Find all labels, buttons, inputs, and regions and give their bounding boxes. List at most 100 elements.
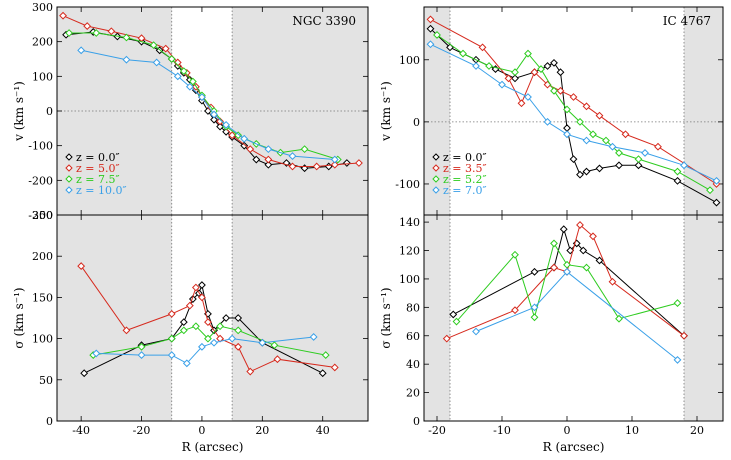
panel-1: -300 -200 -100 0 100 200 300 v (km s⁻¹) NGC 3390… <box>12 1 369 222</box>
data-point <box>556 86 565 95</box>
y-tick-label: -100 <box>395 178 420 191</box>
series-line <box>93 325 326 356</box>
data-point <box>210 115 218 124</box>
y-tick-label: 100 <box>399 54 420 67</box>
data-point <box>563 267 571 276</box>
data-point <box>167 309 176 318</box>
data-point <box>433 31 441 39</box>
data-point <box>179 67 188 76</box>
legend-marker <box>432 186 440 194</box>
legend-label: z = 5.2″ <box>443 173 487 186</box>
data-point <box>550 58 558 67</box>
data-point <box>595 256 604 265</box>
data-point <box>478 43 487 52</box>
data-point <box>524 93 532 101</box>
data-point <box>579 246 588 255</box>
data-point <box>654 142 662 151</box>
x-tick-label: -20 <box>133 424 151 437</box>
series-3 <box>452 239 682 326</box>
x-axis-label: R (arcsec) <box>182 440 244 454</box>
data-point <box>240 141 249 150</box>
data-point <box>530 313 539 322</box>
data-point <box>449 310 458 319</box>
data-point <box>188 77 197 86</box>
data-point <box>615 149 623 157</box>
series-line <box>456 242 678 322</box>
data-point <box>228 131 237 140</box>
data-point <box>576 117 584 126</box>
legend-marker <box>65 186 73 194</box>
data-point <box>543 62 552 70</box>
series-line <box>475 271 678 361</box>
data-point <box>330 155 339 164</box>
data-point <box>355 159 363 167</box>
data-point <box>185 82 194 91</box>
x-tick-label: -10 <box>493 424 511 437</box>
shaded-region <box>57 215 172 421</box>
data-point <box>137 351 146 359</box>
data-point <box>204 318 212 327</box>
x-tick-label: -40 <box>72 424 90 437</box>
data-point <box>92 349 101 358</box>
data-point <box>680 161 688 170</box>
data-point <box>228 334 237 343</box>
data-point <box>312 162 321 171</box>
data-point <box>706 186 714 195</box>
data-point <box>330 160 339 169</box>
data-point <box>222 120 230 129</box>
data-point <box>77 46 86 55</box>
data-point <box>80 369 89 378</box>
legend-marker <box>432 164 440 172</box>
data-point <box>530 267 539 276</box>
legend-label: z = 10.0″ <box>76 184 127 197</box>
data-point <box>608 277 617 286</box>
data-point <box>511 250 519 259</box>
data-point <box>216 322 224 331</box>
data-point <box>246 367 255 376</box>
data-point <box>198 293 206 302</box>
shaded-region <box>424 215 450 421</box>
series-line <box>62 15 359 167</box>
y-tick-label: -200 <box>28 174 53 187</box>
data-point <box>273 355 282 364</box>
data-point <box>504 74 513 83</box>
legend-label: z = 7.5″ <box>76 173 120 186</box>
panel-title: NGC 3390 <box>292 14 356 28</box>
panel-3: -100 0 100 v (km s⁻¹) IC 4767 z = 0.0″z = 3.5… <box>379 6 724 216</box>
data-point <box>234 131 243 140</box>
y-tick-label: 20 <box>406 387 420 400</box>
data-point <box>472 327 480 336</box>
legend: z = 0.0″z = 3.5″z = 5.2″z = 7.0″ <box>432 151 487 197</box>
data-point <box>517 99 526 108</box>
data-point <box>204 334 212 343</box>
y-tick-label: 40 <box>406 358 420 371</box>
data-point <box>569 155 578 164</box>
data-point <box>167 351 176 359</box>
data-point <box>149 41 158 50</box>
y-axis-label: v (km s⁻¹) <box>379 81 393 142</box>
data-point <box>173 72 182 81</box>
data-point <box>234 342 243 351</box>
data-point <box>234 326 243 335</box>
series-3 <box>89 322 330 359</box>
y-tick-label: 60 <box>406 330 420 343</box>
data-point <box>712 198 721 207</box>
x-tick-label: 0 <box>198 424 205 437</box>
data-point <box>198 342 206 351</box>
y-tick-label: 100 <box>32 70 53 83</box>
series-3 <box>433 31 714 195</box>
series-2 <box>426 15 721 188</box>
data-point <box>426 40 435 49</box>
data-point <box>179 318 188 327</box>
y-axis-label: σ (km s⁻¹) <box>12 287 26 348</box>
data-point <box>530 68 539 77</box>
data-point <box>210 110 218 119</box>
data-point <box>179 326 188 335</box>
y-tick-label: -300 <box>28 209 53 222</box>
data-point <box>198 93 206 102</box>
data-point <box>442 334 451 343</box>
data-point <box>167 334 176 343</box>
data-point <box>595 164 604 173</box>
data-point <box>161 44 170 53</box>
data-point <box>152 58 161 67</box>
